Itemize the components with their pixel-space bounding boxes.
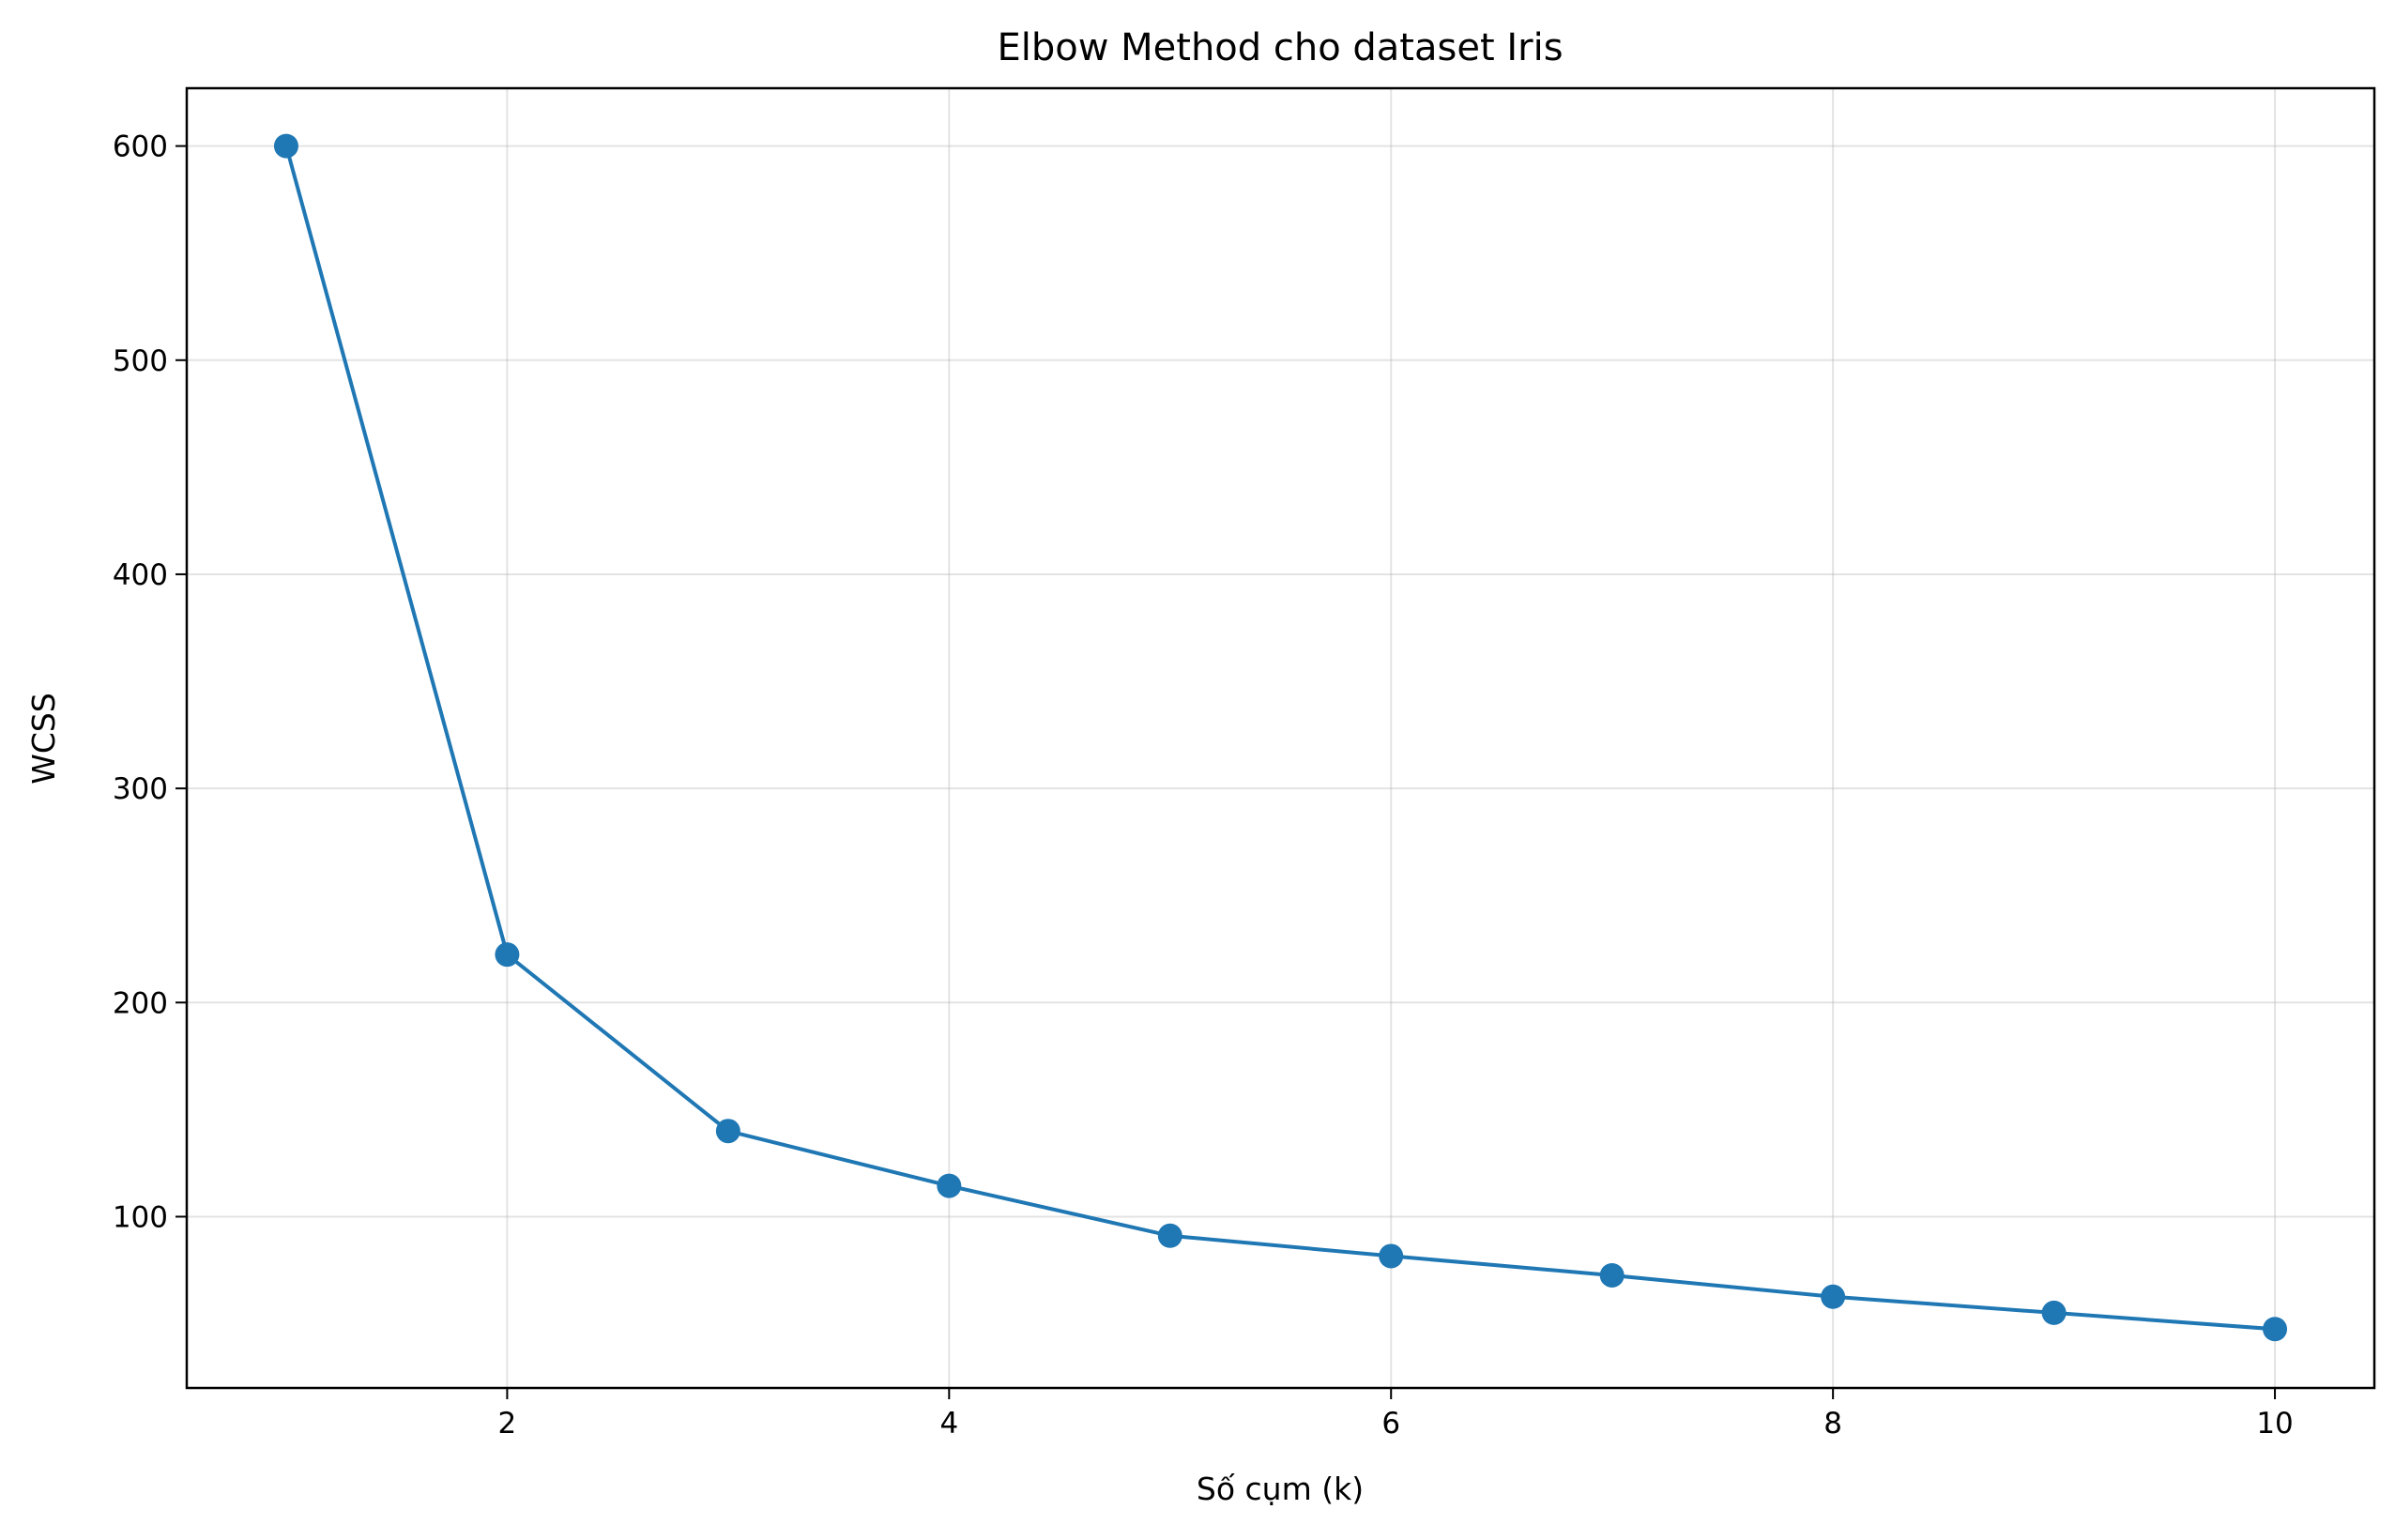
series-line: [284, 145, 2276, 1332]
data-point: [1157, 1223, 1182, 1248]
data-point: [937, 1173, 962, 1198]
data-point: [2041, 1300, 2067, 1325]
chart-title: Elbow Method cho dataset Iris: [997, 26, 1563, 69]
data-point: [1379, 1243, 1404, 1269]
x-tick-label: 8: [1823, 1407, 1842, 1441]
data-point: [273, 133, 298, 159]
series-wcss: [273, 133, 2288, 1342]
y-tick-label: 500: [113, 344, 168, 378]
y-tick-label: 100: [113, 1200, 168, 1234]
y-tick-label: 300: [113, 772, 168, 806]
y-tick-label: 600: [113, 130, 168, 164]
x-tick-label: 10: [2256, 1407, 2293, 1441]
axis-ticks: 2 4 6 8 10 100 200 300 400 500 600: [113, 130, 2294, 1441]
y-tick-label: 400: [113, 558, 168, 592]
data-point: [1599, 1262, 1625, 1288]
data-point: [715, 1119, 740, 1144]
y-axis-label: WCSS: [25, 693, 62, 785]
x-tick-label: 2: [498, 1407, 517, 1441]
plot-frame: [185, 86, 2376, 1390]
data-point: [495, 942, 520, 968]
x-tick-label: 6: [1381, 1407, 1400, 1441]
grid-lines: [187, 88, 2374, 1388]
x-tick-label: 4: [939, 1407, 958, 1441]
data-point: [1821, 1284, 1846, 1309]
data-point: [2263, 1317, 2288, 1342]
x-axis-label: Số cụm (k): [1197, 1471, 1364, 1507]
y-tick-label: 200: [113, 986, 168, 1020]
